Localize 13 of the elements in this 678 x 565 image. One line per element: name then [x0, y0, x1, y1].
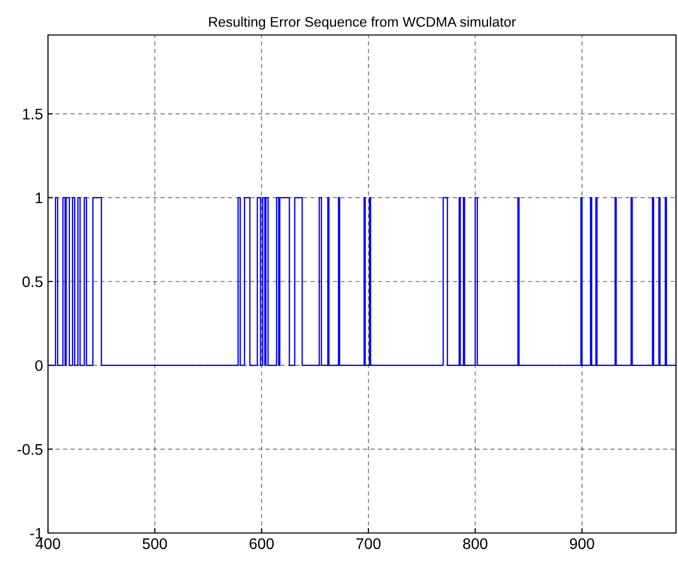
x-tick-label: 600: [250, 538, 274, 550]
x-tick-label: 400: [36, 538, 60, 550]
chart-title: Resulting Error Sequence from WCDMA simulator: [209, 16, 516, 30]
x-tick-label: 900: [570, 538, 594, 550]
y-tick-label: 1.5: [23, 108, 42, 120]
y-tick-label: 1: [36, 192, 42, 204]
x-tick-label: 700: [356, 538, 381, 550]
y-tick-label: -1: [30, 528, 42, 539]
x-tick-label: 800: [463, 538, 488, 550]
y-tick-label: -0.5: [17, 444, 42, 455]
y-tick-label: 0.5: [22, 276, 42, 288]
y-tick-label: 0: [35, 360, 43, 372]
x-tick-label: 500: [142, 538, 167, 550]
